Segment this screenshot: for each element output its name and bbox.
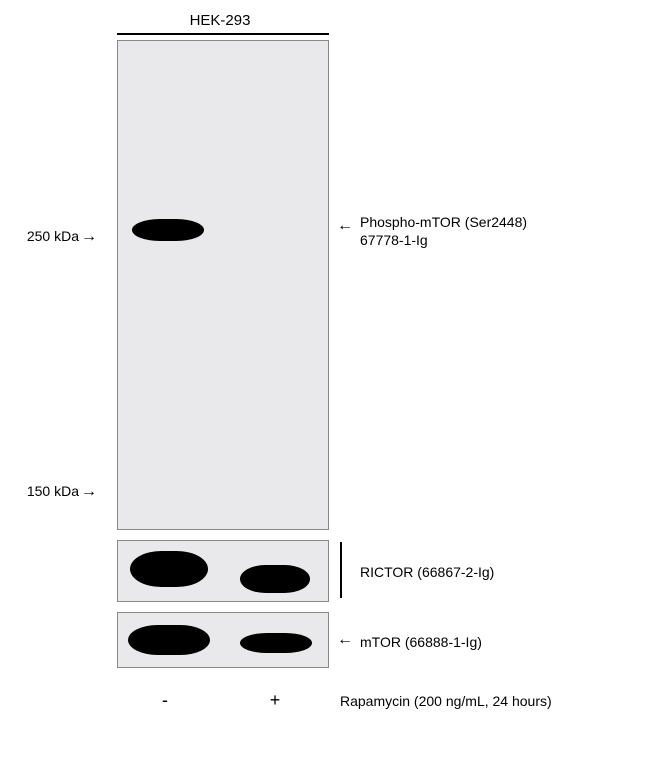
marker-250kda-text: 250 kDa xyxy=(27,228,79,244)
treatment-label: Rapamycin (200 ng/mL, 24 hours) xyxy=(340,693,552,709)
band-mtor-lane1 xyxy=(128,625,210,655)
arrow-mtor: ← xyxy=(337,632,353,648)
header-cell-line: HEK-293 xyxy=(180,12,260,29)
marker-250kda: 250 kDa→ xyxy=(0,228,95,245)
blot-panel-rictor xyxy=(117,540,329,602)
figure-container: HEK-293 WWW.PTGLAB.COM 250 kDa→ 150 kDa→… xyxy=(0,0,650,783)
arrow-250kda: → xyxy=(81,228,97,245)
blot-panel-main xyxy=(117,40,329,530)
band-rictor-lane2 xyxy=(240,565,310,593)
band-phospho-mtor-lane1 xyxy=(132,219,204,241)
blot-panel-mtor xyxy=(117,612,329,668)
header-underline xyxy=(117,33,329,35)
marker-150kda-text: 150 kDa xyxy=(27,483,79,499)
marker-150kda: 150 kDa→ xyxy=(0,483,95,500)
lane-symbol-plus: + xyxy=(265,690,285,711)
label-rictor: RICTOR (66867-2-Ig) xyxy=(360,564,494,581)
lane-symbol-minus: - xyxy=(155,690,175,711)
label-mtor: mTOR (66888-1-Ig) xyxy=(360,634,482,651)
arrow-150kda: → xyxy=(81,483,97,500)
arrow-phospho-mtor: ← xyxy=(337,218,353,234)
band-mtor-lane2 xyxy=(240,633,312,653)
label-phospho-mtor-target: Phospho-mTOR (Ser2448) xyxy=(360,214,527,231)
label-phospho-mtor-antibody: 67778-1-Ig xyxy=(360,232,428,249)
rictor-bracket xyxy=(340,542,342,598)
band-rictor-lane1 xyxy=(130,551,208,587)
